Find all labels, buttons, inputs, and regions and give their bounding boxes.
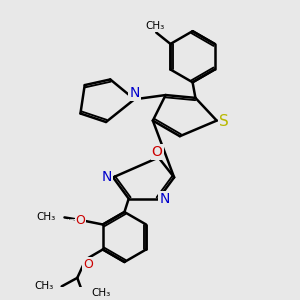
Text: N: N	[129, 86, 140, 100]
Text: O: O	[75, 214, 85, 227]
Text: S: S	[219, 114, 229, 129]
Text: O: O	[83, 258, 93, 271]
Text: methoxy: methoxy	[68, 219, 75, 220]
Text: O: O	[152, 145, 163, 159]
Text: CH₃: CH₃	[36, 212, 56, 222]
Text: CH₃: CH₃	[91, 289, 110, 298]
Text: N: N	[160, 192, 170, 206]
Text: CH₃: CH₃	[145, 21, 164, 31]
Text: CH₃: CH₃	[34, 281, 54, 291]
Text: N: N	[102, 170, 112, 184]
